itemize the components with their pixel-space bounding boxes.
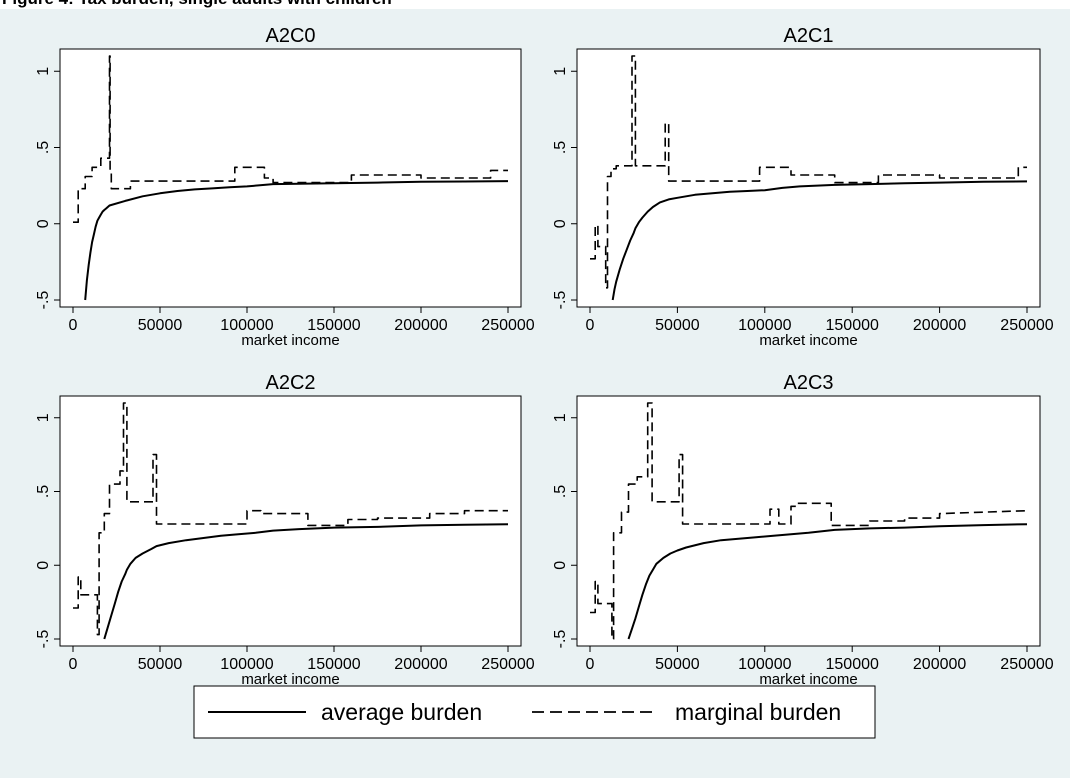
y-tick-label: 0 bbox=[552, 219, 569, 228]
y-tick-label: 1 bbox=[35, 413, 52, 422]
x-tick-label: 100000 bbox=[738, 317, 791, 334]
y-tick-label: -.5 bbox=[35, 291, 52, 310]
x-tick-label: 50000 bbox=[655, 656, 700, 673]
x-axis-label: market income bbox=[241, 671, 339, 688]
x-tick-label: 150000 bbox=[307, 656, 360, 673]
y-tick-label: .5 bbox=[552, 141, 569, 154]
plot-area bbox=[59, 48, 522, 308]
x-tick-label: 150000 bbox=[826, 317, 879, 334]
x-tick-label: 150000 bbox=[307, 317, 360, 334]
chart-panel-1: A2C0 0 50000 100000 150000 200000 250000 -.5 0 .5… bbox=[35, 25, 535, 349]
x-tick-label: 0 bbox=[69, 317, 78, 334]
x-tick-label: 50000 bbox=[655, 317, 700, 334]
plot-area bbox=[59, 395, 522, 647]
x-tick-label: 250000 bbox=[481, 317, 534, 334]
x-tick-label: 150000 bbox=[826, 656, 879, 673]
x-tick-label: 200000 bbox=[394, 656, 447, 673]
panel-title: A2C2 bbox=[265, 372, 315, 394]
chart-panel-4: A2C3 0 50000 100000 150000 200000 250000 -.5 0 .5… bbox=[552, 372, 1054, 688]
x-tick-label: 100000 bbox=[738, 656, 791, 673]
figure-caption-strip: Figure 4: Tax burden, single adults with… bbox=[0, 0, 1070, 9]
series-marginal-burden bbox=[73, 402, 508, 636]
y-tick-label: 0 bbox=[35, 561, 52, 570]
x-tick-label: 200000 bbox=[913, 656, 966, 673]
y-tick-label: 0 bbox=[35, 219, 52, 228]
series-average-burden bbox=[627, 523, 1028, 640]
plot-area bbox=[576, 48, 1041, 308]
x-tick-label: 50000 bbox=[138, 317, 183, 334]
series-average-burden bbox=[84, 180, 509, 301]
x-axis-label: market income bbox=[241, 332, 339, 349]
y-tick-label: 0 bbox=[552, 561, 569, 570]
series-average-burden bbox=[103, 523, 509, 640]
x-tick-label: 250000 bbox=[481, 656, 534, 673]
y-tick-label: 1 bbox=[35, 67, 52, 76]
y-tick-label: -.5 bbox=[552, 630, 569, 649]
x-tick-label: 50000 bbox=[138, 656, 183, 673]
y-tick-label: .5 bbox=[35, 141, 52, 154]
x-tick-label: 200000 bbox=[394, 317, 447, 334]
plot-area bbox=[576, 395, 1041, 647]
legend-label: marginal burden bbox=[675, 699, 841, 725]
series-average-burden bbox=[611, 180, 1028, 301]
panel-title: A2C3 bbox=[783, 372, 833, 394]
y-tick-label: 1 bbox=[552, 67, 569, 76]
chart-panel-2: A2C1 0 50000 100000 150000 200000 250000 -.5 0 .5… bbox=[552, 25, 1054, 349]
legend: average burden marginal burden bbox=[193, 685, 876, 739]
series-marginal-burden bbox=[73, 55, 508, 223]
series-marginal-burden bbox=[590, 55, 1027, 289]
x-tick-label: 0 bbox=[586, 317, 595, 334]
y-tick-label: 1 bbox=[552, 413, 569, 422]
x-tick-label: 250000 bbox=[1000, 656, 1053, 673]
x-tick-label: 100000 bbox=[220, 317, 273, 334]
chart-panel-3: A2C2 0 50000 100000 150000 200000 250000 -.5 0 .5… bbox=[35, 372, 535, 688]
x-tick-label: 0 bbox=[69, 656, 78, 673]
x-tick-label: 100000 bbox=[220, 656, 273, 673]
panel-title: A2C1 bbox=[783, 25, 833, 47]
y-tick-label: -.5 bbox=[35, 630, 52, 649]
x-tick-label: 0 bbox=[586, 656, 595, 673]
y-tick-label: .5 bbox=[35, 485, 52, 498]
y-tick-label: .5 bbox=[552, 485, 569, 498]
series-marginal-burden bbox=[590, 402, 1028, 640]
x-tick-label: 200000 bbox=[913, 317, 966, 334]
x-tick-label: 250000 bbox=[1000, 317, 1053, 334]
panel-title: A2C0 bbox=[265, 25, 315, 47]
x-axis-label: market income bbox=[759, 332, 857, 349]
x-axis-label: market income bbox=[759, 671, 857, 688]
legend-label: average burden bbox=[321, 699, 482, 725]
figure-caption: Figure 4: Tax burden, single adults with… bbox=[2, 0, 392, 9]
y-tick-label: -.5 bbox=[552, 291, 569, 310]
